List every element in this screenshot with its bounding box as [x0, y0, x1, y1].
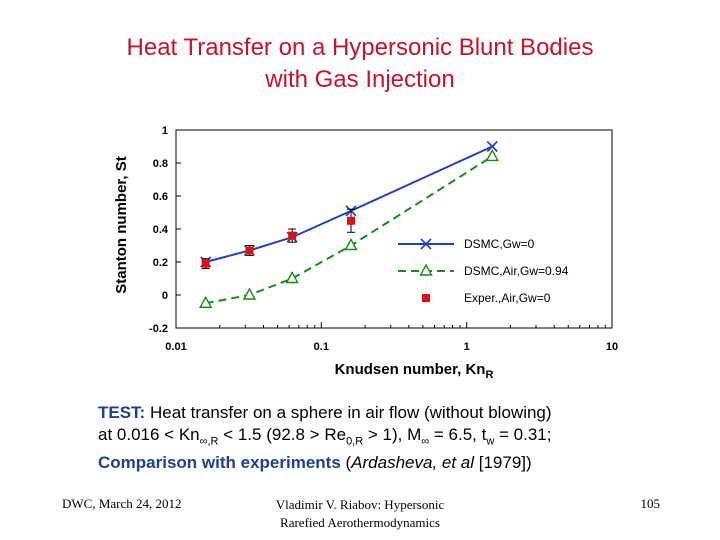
m-subscript: ∞ — [421, 435, 430, 448]
stanton-chart: -0.2 0 0.2 0.4 0.6 0.8 1 0.01 0.1 1 10 Knudsen numb… — [113, 125, 618, 381]
slide-number: 105 — [640, 496, 661, 511]
x-tick-label: 10 — [606, 341, 618, 353]
x-tick-label: 1 — [464, 341, 470, 353]
comparison-label: Comparison with experiments — [98, 453, 341, 473]
slide-title-line1: Heat Transfer on a Hypersonic Blunt Bodi… — [126, 34, 594, 61]
y-tick-label: -0.2 — [149, 323, 168, 335]
test-line2-b: < 1.5 (92.8 > Re — [218, 425, 347, 444]
series-2-point — [288, 231, 297, 240]
re-subscript: 0,R — [346, 435, 364, 448]
legend-marker — [422, 294, 430, 302]
legend-marker — [419, 263, 433, 276]
t-subscript: w — [486, 435, 495, 448]
x-axis-label-subscript: R — [485, 369, 493, 381]
series-1-point — [285, 271, 299, 284]
test-label: TEST: — [98, 403, 146, 422]
test-line2-e: = 0.31; — [494, 425, 552, 444]
test-line2-a: at 0.016 < Kn — [98, 425, 200, 444]
y-tick-label: 1 — [162, 125, 168, 137]
test-line2-c: > 1), M — [363, 425, 422, 444]
comparison-author: Ardasheva, et al — [351, 453, 475, 473]
series-2-point — [245, 246, 254, 255]
y-tick-label: 0.6 — [153, 191, 168, 203]
legend-label: DSMC,Air,Gw=0.94 — [464, 264, 569, 278]
x-tick-label: 0.01 — [165, 341, 186, 353]
test-line-1: TEST: Heat transfer on a sphere in air f… — [98, 402, 698, 424]
legend-label: DSMC,Gw=0 — [464, 237, 535, 251]
test-line-3: Comparison with experiments (Ardasheva, … — [98, 452, 698, 474]
x-tick-label: 0.1 — [314, 341, 329, 353]
test-line2-d: = 6.5, t — [429, 425, 487, 444]
test-line1-text: Heat transfer on a sphere in air flow (w… — [145, 403, 552, 422]
footer-author: Vladimir V. Riabov: Hypersonic Rarefied … — [240, 496, 480, 532]
y-tick-label: 0.2 — [153, 257, 168, 269]
test-line-2: at 0.016 < Kn∞,R < 1.5 (92.8 > Re0,R > 1… — [98, 424, 698, 452]
y-tick-label: 0.8 — [153, 158, 168, 170]
y-tick-label: 0 — [162, 290, 168, 302]
legend-marker — [420, 238, 432, 250]
comparison-a: ( — [340, 453, 352, 473]
test-description: TEST: Heat transfer on a sphere in air f… — [98, 402, 698, 474]
footer-author-line1: Vladimir V. Riabov: Hypersonic — [275, 497, 445, 512]
y-tick-label: 0.4 — [153, 224, 169, 236]
legend-label: Exper.,Air,Gw=0 — [464, 291, 551, 305]
footer-date: DWC, March 24, 2012 — [62, 496, 182, 511]
series-2-point — [201, 259, 210, 268]
x-axis-label: Knudsen number, KnR — [335, 361, 494, 381]
kn-subscript: ∞,R — [199, 435, 219, 448]
slide-title-line2: with Gas Injection — [265, 66, 455, 93]
series-2-point — [346, 216, 355, 225]
slide-title: Heat Transfer on a Hypersonic Blunt Bodi… — [40, 32, 680, 96]
series-1-point — [344, 238, 358, 251]
comparison-b: [1979]) — [474, 453, 532, 473]
series-line-1 — [205, 155, 493, 305]
series-1-point — [485, 148, 499, 162]
series-1-point — [242, 287, 257, 300]
y-axis-label: Stanton number, St — [113, 156, 130, 294]
series-0-point — [486, 140, 498, 153]
footer-author-line2: Rarefied Aerothermodynamics — [280, 515, 440, 530]
series-1-point — [198, 295, 213, 308]
